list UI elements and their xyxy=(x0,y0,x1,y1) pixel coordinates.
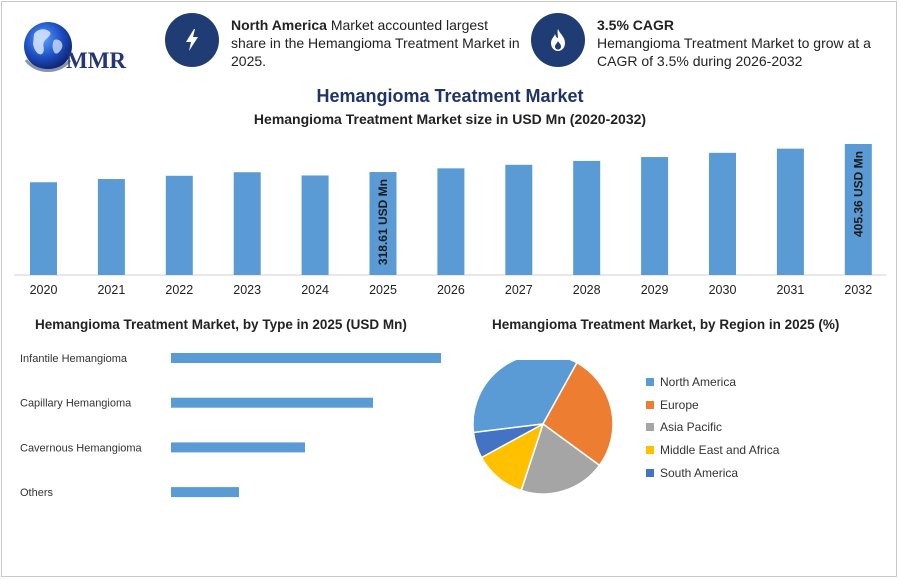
bar-2032 xyxy=(844,144,872,275)
info-bold: North America xyxy=(231,17,327,33)
info-text: Market accounted largest share in the He… xyxy=(231,17,520,69)
bar-2021 xyxy=(97,179,125,275)
x-tick-label: 2032 xyxy=(844,283,872,297)
legend-item: North America xyxy=(646,371,779,394)
flame-icon xyxy=(531,13,585,67)
x-tick-label: 2028 xyxy=(573,283,601,297)
legend-label: South America xyxy=(660,465,739,480)
info-cagr: 3.5% CAGR Hemangioma Treatment Market to… xyxy=(597,16,887,70)
x-tick-label: 2020 xyxy=(30,283,58,297)
logo-text: MMR xyxy=(66,48,127,73)
data-label: 318.61 USD Mn xyxy=(376,179,390,265)
bar-2027 xyxy=(505,164,533,275)
mmr-logo xyxy=(16,16,138,78)
bar-2020 xyxy=(30,182,57,275)
bar-2031 xyxy=(776,148,804,275)
pie-slice xyxy=(472,360,578,434)
type-bar xyxy=(171,397,373,408)
x-tick-label: 2026 xyxy=(437,283,465,297)
type-label: Others xyxy=(20,487,54,499)
x-tick-label: 2027 xyxy=(505,283,533,297)
x-tick-label: 2023 xyxy=(233,283,261,297)
bar-2025 xyxy=(369,172,397,275)
market-size-bar-chart: 2020 2021 2022 2023 2024 2025 318.61 USD Mn 202… xyxy=(14,144,886,297)
legend-item: Europe xyxy=(646,394,779,417)
main-title: Hemangioma Treatment Market xyxy=(316,86,584,106)
pie-slice xyxy=(472,423,544,459)
info-north-america: North America Market accounted largest s… xyxy=(231,16,526,70)
type-bar-chart: Infantile Hemangioma Capillary Hemangioma… xyxy=(20,353,441,499)
type-bar xyxy=(171,353,441,363)
data-label: 405.36 USD Mn xyxy=(851,151,865,237)
x-tick-label: 2022 xyxy=(165,283,193,297)
legend-swatch xyxy=(646,468,654,477)
legend-swatch xyxy=(646,400,654,409)
x-tick-label: 2030 xyxy=(709,283,737,297)
bar-2024 xyxy=(301,175,329,275)
legend-swatch xyxy=(646,423,654,432)
x-tick-label: 2024 xyxy=(301,283,329,297)
legend-label: Asia Pacific xyxy=(660,420,723,435)
info-text: Hemangioma Treatment Market to grow at a… xyxy=(597,35,871,69)
x-tick-label: 2021 xyxy=(97,283,125,297)
globe-icon xyxy=(24,22,72,72)
pie-legend: North America Europe Asia Pacific Middle Ea… xyxy=(646,371,779,484)
bar-2026 xyxy=(437,168,465,275)
bar-2028 xyxy=(573,160,601,275)
x-tick-label: 2029 xyxy=(641,283,669,297)
pie-slice xyxy=(542,361,614,467)
bar-2030 xyxy=(709,152,736,275)
type-chart-title: Hemangioma Treatment Market, by Type in … xyxy=(35,317,407,332)
type-label: Capillary Hemangioma xyxy=(20,398,132,410)
type-label: Infantile Hemangioma xyxy=(20,353,128,365)
legend-label: North America xyxy=(660,375,737,390)
bar-2023 xyxy=(233,172,261,275)
legend-swatch xyxy=(646,378,654,387)
legend-swatch xyxy=(646,446,654,455)
x-tick-label: 2025 xyxy=(369,283,397,297)
type-label: Cavernous Hemangioma xyxy=(20,442,143,454)
legend-item: Asia Pacific xyxy=(646,416,779,439)
x-tick-label: 2031 xyxy=(776,283,804,297)
chart-subtitle: Hemangioma Treatment Market size in USD … xyxy=(253,111,647,127)
lightning-icon xyxy=(165,13,219,67)
legend-label: Middle East and Africa xyxy=(660,443,780,458)
info-bold: 3.5% CAGR xyxy=(597,17,675,33)
legend-item: South America xyxy=(646,461,779,484)
type-bar xyxy=(171,442,305,453)
bar-2029 xyxy=(641,157,669,275)
legend-item: Middle East and Africa xyxy=(646,439,779,462)
legend-label: Europe xyxy=(660,397,699,412)
bar-2022 xyxy=(165,175,193,275)
pie-slice xyxy=(520,422,601,495)
type-bar xyxy=(171,487,239,498)
region-chart-title: Hemangioma Treatment Market, by Region i… xyxy=(492,317,840,332)
region-pie-chart xyxy=(472,360,614,495)
